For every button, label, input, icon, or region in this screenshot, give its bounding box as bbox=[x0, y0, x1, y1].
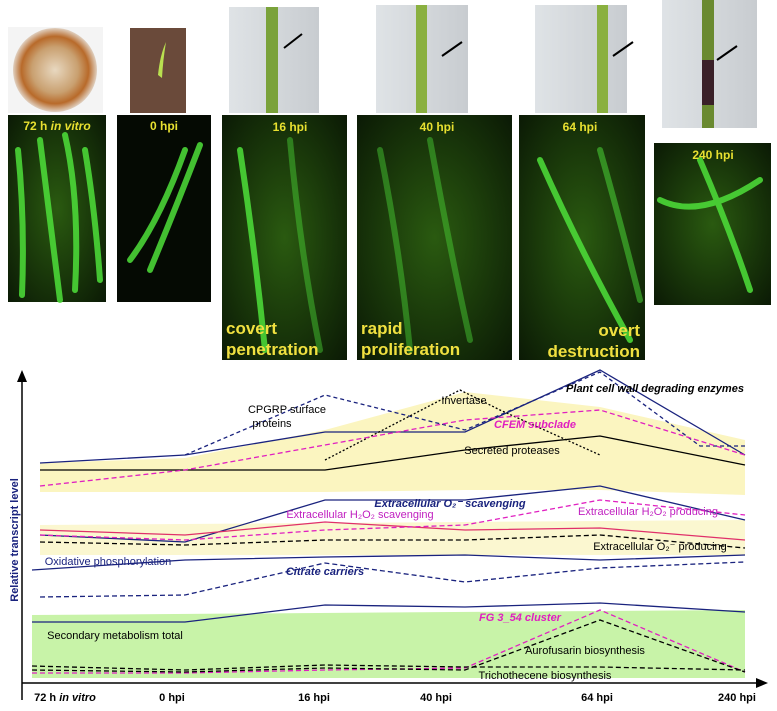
stage-label: proliferation bbox=[361, 340, 460, 359]
photo-label: 240 hpi bbox=[692, 148, 733, 162]
y-axis-label: Relative transcript level bbox=[9, 478, 21, 602]
annotation: FG 3_54 cluster bbox=[479, 612, 562, 624]
stage-label: overt bbox=[598, 321, 640, 340]
photo-label: 0 hpi bbox=[150, 119, 178, 133]
annotation: Extracellular H₂O₂ producing bbox=[578, 506, 718, 518]
stage-label: destruction bbox=[547, 342, 640, 361]
stage-label: penetration bbox=[226, 340, 319, 359]
annotation: CFEM subclade bbox=[494, 419, 576, 431]
annotation: Secreted proteases bbox=[464, 445, 560, 457]
photo-panel bbox=[8, 0, 771, 360]
annotation: CPGRP surface bbox=[248, 404, 326, 416]
annotation: Extracellular O₂⁻ producing bbox=[593, 541, 727, 553]
x-tick-label: 240 hpi bbox=[718, 692, 756, 704]
text: 72 h bbox=[34, 692, 59, 704]
x-tick-label: 0 hpi bbox=[159, 692, 185, 704]
x-tick-label: 72 h in vitro bbox=[34, 692, 96, 704]
annotation: Oxidative phosphorylation bbox=[45, 556, 172, 568]
stage-label: covert bbox=[226, 319, 277, 338]
annotation: Extracellular O₂⁻ scavenging bbox=[374, 498, 526, 510]
x-tick-label: 64 hpi bbox=[581, 692, 613, 704]
photo-label: 64 hpi bbox=[563, 120, 598, 134]
annotation: Secondary metabolism total bbox=[47, 630, 183, 642]
schematic-chart: Relative transcript level 72 h in vitro … bbox=[9, 369, 768, 704]
annotation: proteins bbox=[252, 418, 292, 430]
x-tick-label: 40 hpi bbox=[420, 692, 452, 704]
x-tick-label: 16 hpi bbox=[298, 692, 330, 704]
text: 72 h bbox=[23, 119, 50, 133]
text: in vitro bbox=[51, 119, 91, 133]
annotation: Trichothecene biosynthesis bbox=[479, 670, 612, 682]
photo-label: 40 hpi bbox=[420, 120, 455, 134]
photo-label: 72 h in vitro bbox=[23, 119, 90, 133]
annotation: Invertase bbox=[441, 395, 486, 407]
photo-label: 16 hpi bbox=[273, 120, 308, 134]
stage-label: rapid bbox=[361, 319, 403, 338]
annotation: Aurofusarin biosynthesis bbox=[525, 645, 645, 657]
photo-labels: 72 h in vitro 0 hpi 16 hpi 40 hpi 64 hpi… bbox=[23, 119, 733, 361]
text: in vitro bbox=[59, 692, 96, 704]
annotation: Plant cell wall degrading enzymes bbox=[566, 383, 744, 395]
annotation: Extracellular H₂O₂ scavenging bbox=[286, 509, 433, 521]
annotation: Citrate carriers bbox=[286, 566, 364, 578]
